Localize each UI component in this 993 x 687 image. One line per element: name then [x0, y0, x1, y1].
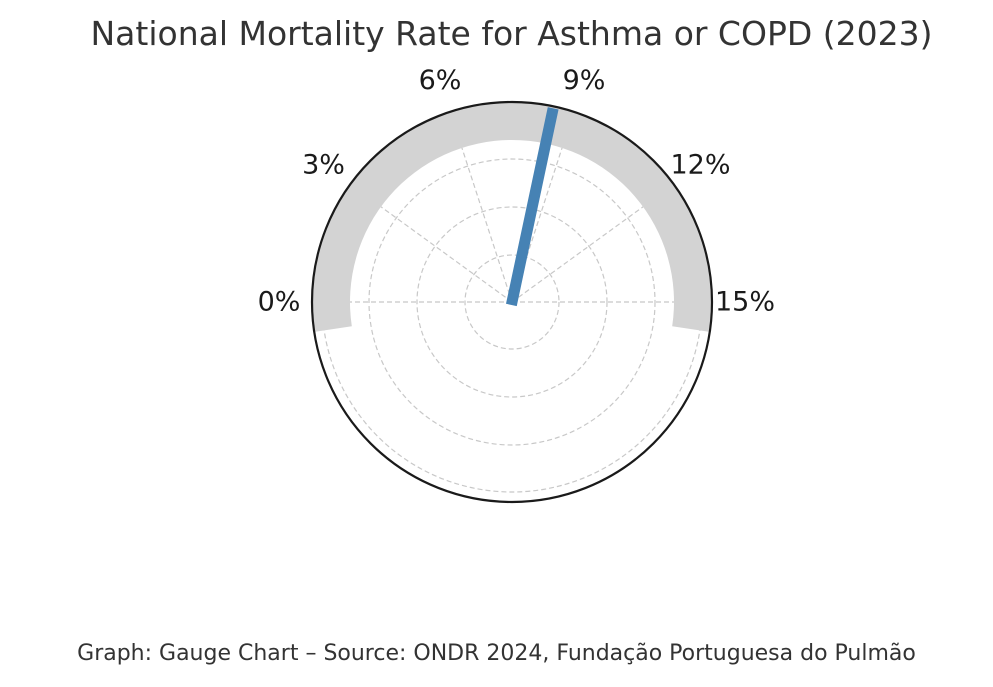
tick-label-15: 15%	[715, 287, 775, 318]
tick-label-9: 9%	[563, 65, 606, 96]
grid-circle-2	[416, 206, 608, 398]
gauge-track	[313, 102, 712, 332]
tick-label-6: 6%	[419, 65, 462, 96]
gauge-needle	[505, 107, 559, 307]
source-caption: Graph: Gauge Chart – Source: ONDR 2024, …	[77, 641, 916, 666]
grid-circle-3	[368, 158, 656, 446]
grid-spoke-2	[380, 206, 513, 303]
chart-title: National Mortality Rate for Asthma or CO…	[90, 14, 933, 53]
grid-spoke-3	[461, 147, 513, 303]
tick-label-0: 0%	[258, 287, 301, 318]
tick-label-12: 12%	[670, 150, 730, 181]
tick-label-3: 3%	[302, 150, 345, 181]
grid-circle-1	[464, 254, 560, 350]
tick-labels: 0% 3% 6% 9% 12% 15%	[258, 65, 775, 318]
gauge-frame	[310, 100, 714, 504]
grid-spoke-5	[511, 206, 644, 303]
